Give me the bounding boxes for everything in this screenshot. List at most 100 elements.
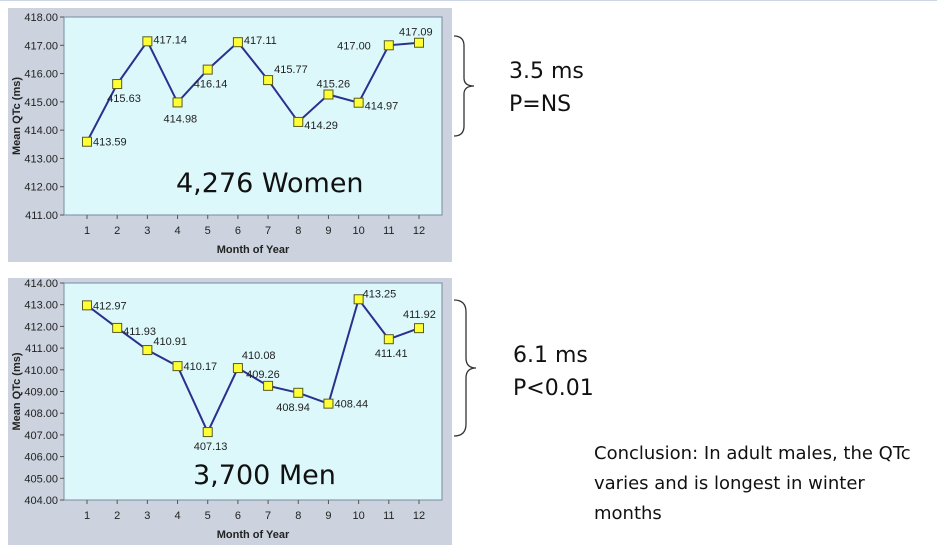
x-tick-label: 12 [413,510,425,522]
data-point [232,363,243,374]
data-label: 408.94 [276,402,310,414]
y-tick-label: 412.00 [24,182,58,194]
x-tick-label: 6 [235,510,241,522]
data-label: 415.26 [316,79,350,91]
x-tick-label: 7 [265,225,271,237]
women-cohort-label: 4,276 Women [176,168,364,199]
data-label: 410.91 [153,336,187,348]
data-point [142,36,153,47]
data-point [82,136,92,147]
x-tick-label: 12 [413,225,425,237]
data-point [82,300,92,311]
data-point [414,323,424,334]
data-label: 417.14 [153,34,187,46]
y-tick-label: 414.00 [24,125,58,137]
men-qtc-chart: 414.00 413.00 412.00 411.00 410.00 409.00 408.… [8,278,452,545]
series-line [86,297,420,435]
y-axis-title: Mean QTc (ms) [11,77,23,155]
data-label: 411.92 [403,309,436,321]
data-point [353,294,364,305]
men-p-value: P<0.01 [513,376,594,401]
x-tick-label: 11 [383,225,394,237]
data-label: 412.97 [93,300,127,312]
data-point [202,427,213,438]
data-label: 410.17 [184,361,218,373]
women-p-value: P=NS [509,92,572,117]
data-label: 414.97 [365,101,399,113]
conclusion-text: Conclusion: In adult males, the QTc vari… [594,443,911,524]
data-point [112,322,123,333]
y-axis-title: Mean QTc (ms) [11,352,23,430]
x-tick-label: 3 [144,225,150,237]
men-brace [453,299,477,437]
data-label: 414.98 [164,113,198,125]
y-tick-label: 405.00 [24,473,58,485]
data-label: 413.25 [363,288,397,300]
y-tick-label: 409.00 [24,387,58,399]
data-point [142,345,153,356]
y-tick-label: 414.00 [24,278,58,290]
data-point [232,37,243,48]
x-tick-label: 9 [325,225,331,237]
series-line [86,39,420,143]
y-tick-label: 413.00 [24,300,58,312]
y-tick-label: 411.00 [25,210,58,222]
y-tick-label: 406.00 [24,452,58,464]
x-tick-label: 8 [295,510,301,522]
x-tick-label: 6 [235,225,241,237]
y-tick-label: 407.00 [24,430,58,442]
data-label: 417.11 [244,35,277,47]
data-point [414,37,424,48]
x-tick-label: 3 [144,510,150,522]
data-label: 410.08 [242,350,276,362]
men-cohort-label: 3,700 Men [193,460,336,491]
y-tick-label: 415.00 [24,97,58,109]
data-label: 417.00 [337,40,371,52]
x-axis-title: Month of Year [217,244,290,256]
x-tick-label: 4 [174,510,180,522]
y-tick-label: 404.00 [24,495,58,507]
data-point [323,89,334,100]
data-point [383,40,394,51]
women-brace [453,35,475,137]
plot-area [63,16,443,216]
data-point [172,97,183,108]
data-point [172,361,183,372]
data-label: 409.26 [246,369,280,381]
x-tick-label: 7 [265,510,271,522]
data-label: 415.63 [107,93,141,105]
data-point [293,387,304,398]
x-tick-label: 10 [353,225,365,237]
y-tick-label: 413.00 [24,153,58,165]
x-tick-label: 11 [383,510,394,522]
x-tick-label: 5 [205,510,211,522]
data-label: 416.14 [194,79,228,91]
data-point [202,64,213,75]
data-point [263,75,274,86]
x-axis-title: Month of Year [217,529,290,541]
y-tick-label: 412.00 [24,321,58,333]
x-tick-label: 5 [205,225,211,237]
x-tick-label: 4 [174,225,180,237]
data-label: 414.29 [304,120,338,132]
x-tick-label: 1 [84,225,90,237]
data-label: 408.44 [334,399,368,411]
data-point [293,116,304,127]
top-divider [0,0,937,1]
data-point [353,97,364,108]
men-diff-text: 6.1 ms [513,343,588,368]
women-qtc-chart: 418.00 417.00 416.00 415.00 414.00 413.00 412.… [8,8,452,262]
women-diff-text: 3.5 ms [509,59,584,84]
y-tick-label: 408.00 [24,408,58,420]
y-tick-label: 416.00 [24,69,58,81]
data-label: 415.77 [274,64,308,76]
data-label: 411.93 [123,326,156,338]
data-label: 413.59 [93,137,127,149]
y-tick-label: 418.00 [24,12,58,24]
x-tick-label: 9 [325,510,331,522]
x-tick-label: 1 [84,510,90,522]
data-label: 417.09 [399,27,433,39]
data-label: 411.41 [375,348,408,360]
data-point [323,398,334,409]
y-tick-label: 411.00 [25,343,58,355]
